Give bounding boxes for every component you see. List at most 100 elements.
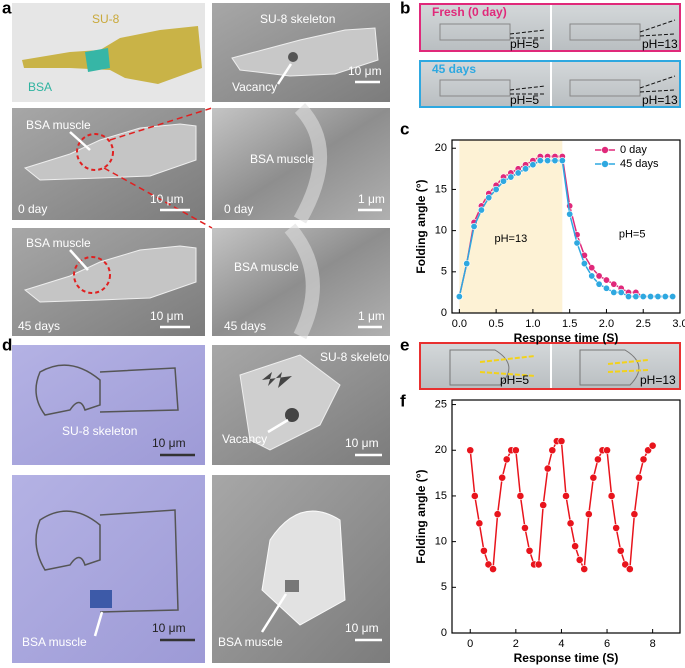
y-tick-label: 10 — [435, 536, 447, 548]
data-point — [475, 519, 484, 528]
highlight-circle — [76, 133, 114, 171]
data-point — [580, 260, 588, 268]
data-point — [661, 293, 669, 301]
data-point — [595, 280, 603, 288]
label: pH=5 — [510, 37, 539, 51]
scale-label: 10 μm — [348, 64, 382, 78]
x-tick-label: 1.5 — [562, 318, 577, 330]
bsa-muscle — [90, 590, 112, 608]
data-point — [639, 455, 648, 464]
data-point — [595, 272, 603, 280]
data-point — [566, 210, 574, 218]
data-point — [522, 165, 530, 173]
zoom-line — [103, 167, 213, 229]
y-tick-label: 20 — [435, 142, 447, 154]
label: pH=13 — [642, 93, 678, 107]
y-tick-label: 0 — [441, 307, 447, 319]
label: Fresh (0 day) — [432, 5, 507, 19]
data-point — [498, 473, 507, 482]
annotation: pH=5 — [619, 229, 646, 241]
label: SU-8 skeleton — [62, 424, 137, 438]
label: pH=5 — [510, 93, 539, 107]
scale-label: 1 μm — [358, 309, 385, 323]
x-axis-title: Response time (S) — [514, 651, 619, 665]
label: pH=13 — [642, 37, 678, 51]
x-tick-label: 4 — [558, 638, 564, 650]
bsa-muscle — [285, 580, 299, 592]
data-point — [514, 169, 522, 177]
panel-label: e — [400, 335, 409, 354]
x-tick-label: 8 — [650, 638, 656, 650]
structure — [23, 123, 197, 181]
series-line — [469, 440, 654, 572]
y-tick-label: 15 — [435, 490, 447, 502]
x-tick-label: 0.0 — [452, 318, 467, 330]
y-tick-label: 10 — [435, 225, 447, 237]
data-point — [529, 161, 537, 169]
legend-marker — [601, 146, 609, 154]
structure — [231, 27, 379, 77]
data-point — [610, 280, 618, 288]
data-point — [466, 446, 475, 455]
arrow — [69, 131, 91, 151]
data-point — [544, 157, 552, 165]
vacancy — [288, 52, 298, 62]
arrow — [276, 63, 293, 85]
x-tick-label: 1.0 — [525, 318, 540, 330]
x-tick-label: 6 — [604, 638, 610, 650]
vacancy — [285, 408, 299, 422]
label: BSA muscle — [26, 236, 91, 250]
plot-frame — [451, 399, 681, 634]
label: BSA — [28, 80, 52, 94]
structure — [284, 223, 320, 340]
y-tick-label: 5 — [441, 266, 447, 278]
data-point — [589, 473, 598, 482]
arrow — [260, 593, 288, 633]
data-point — [557, 437, 566, 446]
data-point — [612, 524, 621, 532]
data-point — [562, 492, 570, 500]
label: 45 days — [18, 319, 60, 333]
label: BSA muscle — [22, 635, 87, 649]
data-point — [575, 556, 584, 564]
x-tick-label: 2 — [513, 638, 519, 650]
data-point — [470, 223, 478, 231]
legend-label: 0 day — [620, 144, 647, 156]
data-point — [632, 293, 640, 301]
structure — [261, 510, 346, 626]
x-axis-title: Response time (S) — [514, 331, 619, 345]
data-point — [499, 177, 507, 185]
plot-frame — [451, 139, 681, 314]
data-point — [584, 510, 593, 519]
teeth — [262, 372, 292, 388]
y-axis-title: Folding angle (°) — [414, 179, 428, 273]
arrow — [267, 418, 289, 434]
data-point — [588, 272, 596, 280]
data-point — [625, 565, 634, 573]
data-point — [635, 473, 643, 482]
y-tick-label: 0 — [441, 627, 447, 639]
data-point — [607, 492, 616, 500]
data-point — [463, 260, 471, 268]
structure — [293, 103, 327, 224]
panel-label: c — [400, 119, 409, 138]
label: Vacancy — [232, 80, 277, 94]
device — [449, 349, 640, 386]
panel-label: b — [400, 0, 410, 17]
label: 45 days — [432, 62, 476, 76]
data-point — [539, 501, 548, 509]
data-point — [489, 565, 497, 573]
data-point — [480, 546, 488, 555]
structure — [23, 245, 197, 303]
data-point — [603, 446, 611, 455]
data-point — [602, 276, 610, 284]
data-point — [502, 455, 511, 464]
data-point — [516, 492, 525, 500]
data-point — [602, 284, 610, 292]
data-point — [573, 239, 581, 247]
label: BSA muscle — [250, 152, 315, 166]
structure — [35, 509, 179, 613]
data-point — [493, 510, 502, 519]
scale-label: 1 μm — [358, 192, 385, 206]
data-point — [536, 157, 544, 165]
